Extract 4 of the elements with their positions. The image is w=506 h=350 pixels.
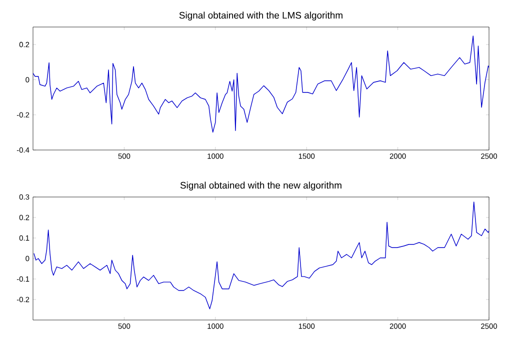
- line-series: [33, 36, 490, 133]
- chart-title: Signal obtained with the LMS algorithm: [179, 12, 342, 21]
- line-series: [34, 202, 490, 310]
- chart-title: Signal obtained with the new algorithm: [180, 182, 342, 191]
